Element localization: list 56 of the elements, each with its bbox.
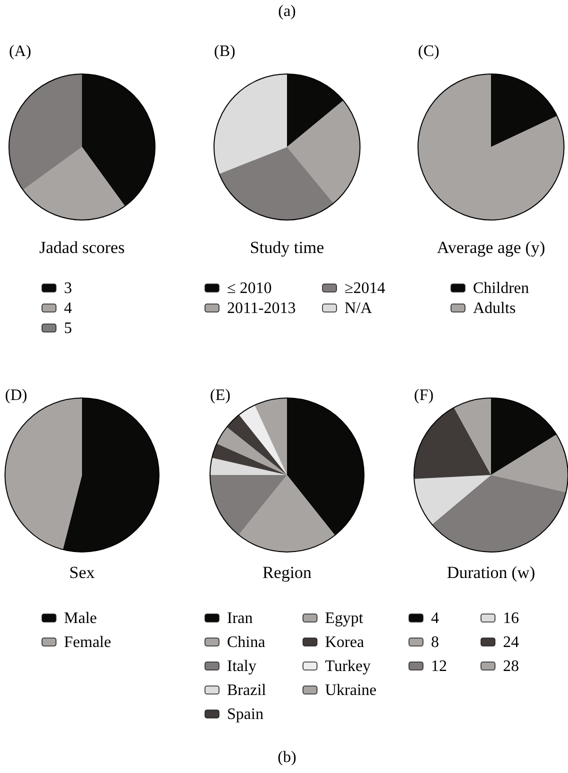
legend-label: Adults [473,300,516,317]
pie-slice [491,398,557,475]
pie-slice [414,475,491,524]
legend-label: 4 [64,300,72,317]
pie-slice [432,475,566,552]
text: Sex [69,563,96,582]
pie-slice [210,458,287,475]
pie-slice [22,147,125,220]
pie-slice [210,475,287,535]
text: Duration (w) [446,563,536,582]
text: (A) [9,43,32,60]
pie-slice [214,74,287,174]
text: (b) [278,749,296,766]
pie-slice [287,100,360,204]
pie-slice [287,74,344,147]
legend-label: 3 [64,280,72,297]
text: (C) [418,43,440,60]
legend-label: Italy [227,658,256,675]
legend-label: Ukraine [325,682,377,699]
legend-label: 8 [431,634,439,651]
pie-slice [287,398,364,536]
pie-slice [62,398,159,552]
text: Region [262,563,312,582]
legend-label: Turkey [325,658,371,675]
legend-label: 16 [503,610,519,627]
pie-slice [219,147,334,220]
text: (D) [5,387,28,404]
legend-label: Female [64,634,112,651]
text: (E) [210,387,230,404]
text: Average age (y) [436,238,546,257]
text: (a) [278,3,296,20]
legend-label: ≥2014 [344,280,386,297]
legend-label: Spain [227,706,264,723]
legend-label: China [227,634,266,651]
legend-label: 24 [503,634,519,651]
pie-slice [9,74,82,190]
legend-label: Brazil [227,682,267,699]
text: Jadad scores [39,238,125,257]
legend-label: 28 [503,658,519,675]
text: Study time [250,238,324,257]
legend-label: N/A [344,300,372,317]
legend-label: Male [64,610,97,627]
legend-label: ≤ 2010 [227,280,272,297]
legend-label: Iran [227,610,253,627]
legend-label: 4 [431,610,439,627]
pie-slice [414,408,491,479]
legend-label: 12 [431,658,447,675]
legend-label: 5 [64,320,72,337]
legend-label: 2011-2013 [227,300,296,317]
legend-label: Korea [325,634,364,651]
legend-label: Egypt [325,610,364,627]
legend-label: Children [473,280,529,297]
text: (B) [214,43,236,60]
text: (F) [414,387,434,404]
pie-slice [82,74,155,206]
pie-slice [239,405,287,475]
